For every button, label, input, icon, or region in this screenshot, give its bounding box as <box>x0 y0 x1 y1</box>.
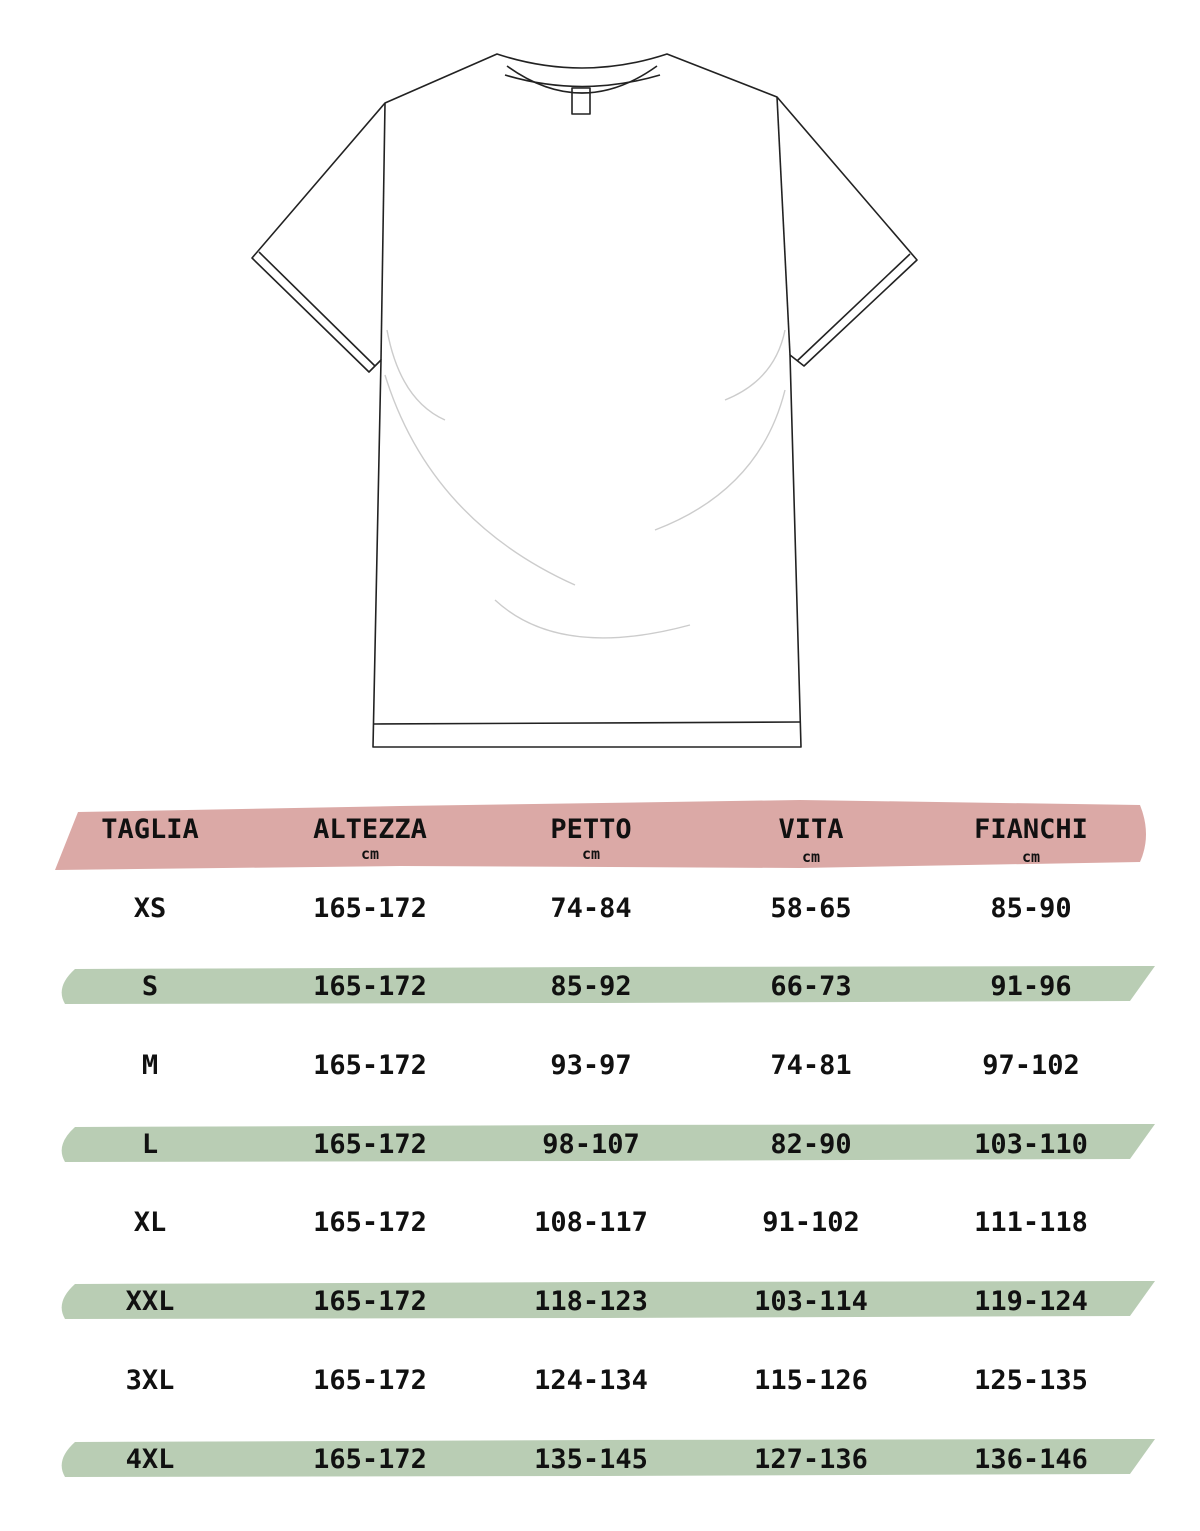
measurement-cell: 165-172 <box>313 1050 427 1081</box>
column-unit: cm <box>801 848 821 866</box>
measurement-cell: 82-90 <box>770 1129 852 1160</box>
measurement-cell: 58-65 <box>770 893 852 924</box>
measurement-cell: 127-136 <box>754 1444 868 1475</box>
row-stripe <box>61 1281 1156 1319</box>
size-label: 3XL <box>125 1365 175 1396</box>
column-header: PETTO <box>550 814 632 845</box>
header-stripe <box>55 800 1146 870</box>
size-label: XXL <box>125 1286 175 1317</box>
measurement-cell: 165-172 <box>313 1286 427 1317</box>
measurement-cell: 165-172 <box>313 1129 427 1160</box>
measurement-cell: 103-114 <box>754 1286 868 1317</box>
measurement-cell: 108-117 <box>534 1207 648 1238</box>
collar-band <box>504 74 661 88</box>
measurement-cell: 103-110 <box>974 1129 1088 1160</box>
measurement-cell: 165-172 <box>313 893 427 924</box>
collar-inner <box>506 65 658 94</box>
measurement-cell: 118-123 <box>534 1286 648 1317</box>
measurement-cell: 74-84 <box>550 893 632 924</box>
size-label: L <box>141 1129 159 1160</box>
column-unit: cm <box>1021 848 1041 866</box>
measurement-cell: 135-145 <box>534 1444 648 1475</box>
measurement-cell: 98-107 <box>542 1129 640 1160</box>
measurement-cell: 124-134 <box>534 1365 648 1396</box>
size-label: 4XL <box>125 1444 175 1475</box>
column-unit: cm <box>360 845 380 863</box>
measurement-cell: 165-172 <box>313 1444 427 1475</box>
size-label: XL <box>133 1207 167 1238</box>
measurement-cell: 85-92 <box>550 971 632 1002</box>
t-shirt-illustration <box>251 53 918 748</box>
measurement-cell: 91-102 <box>762 1207 860 1238</box>
measurement-cell: 111-118 <box>974 1207 1088 1238</box>
size-label: M <box>141 1050 159 1081</box>
measurement-cell: 119-124 <box>974 1286 1088 1317</box>
column-header: FIANCHI <box>974 814 1088 845</box>
measurement-cell: 91-96 <box>990 971 1072 1002</box>
measurement-cell: 97-102 <box>982 1050 1080 1081</box>
measurement-cell: 66-73 <box>770 971 852 1002</box>
measurement-cell: 85-90 <box>990 893 1072 924</box>
measurement-cell: 136-146 <box>974 1444 1088 1475</box>
size-label: S <box>141 971 159 1002</box>
measurement-cell: 93-97 <box>550 1050 632 1081</box>
column-unit: cm <box>581 845 601 863</box>
column-header: ALTEZZA <box>313 814 427 845</box>
column-header: TAGLIA <box>101 814 199 845</box>
measurement-cell: 165-172 <box>313 971 427 1002</box>
measurement-cell: 165-172 <box>313 1365 427 1396</box>
measurement-cell: 125-135 <box>974 1365 1088 1396</box>
shirt-body <box>251 53 918 748</box>
size-label: XS <box>133 893 167 924</box>
measurement-cell: 115-126 <box>754 1365 868 1396</box>
measurement-cell: 165-172 <box>313 1207 427 1238</box>
row-stripe <box>61 966 1156 1004</box>
shirt-label <box>571 87 591 115</box>
measurement-cell: 74-81 <box>770 1050 852 1081</box>
row-stripe <box>61 1124 1156 1162</box>
column-header: VITA <box>778 814 844 845</box>
row-stripe <box>61 1439 1156 1477</box>
